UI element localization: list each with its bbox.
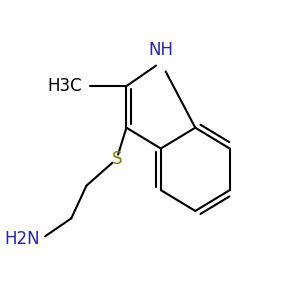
Text: H2N: H2N bbox=[4, 230, 40, 248]
Text: H3C: H3C bbox=[48, 77, 82, 95]
Text: NH: NH bbox=[148, 41, 173, 59]
Text: S: S bbox=[112, 150, 122, 168]
